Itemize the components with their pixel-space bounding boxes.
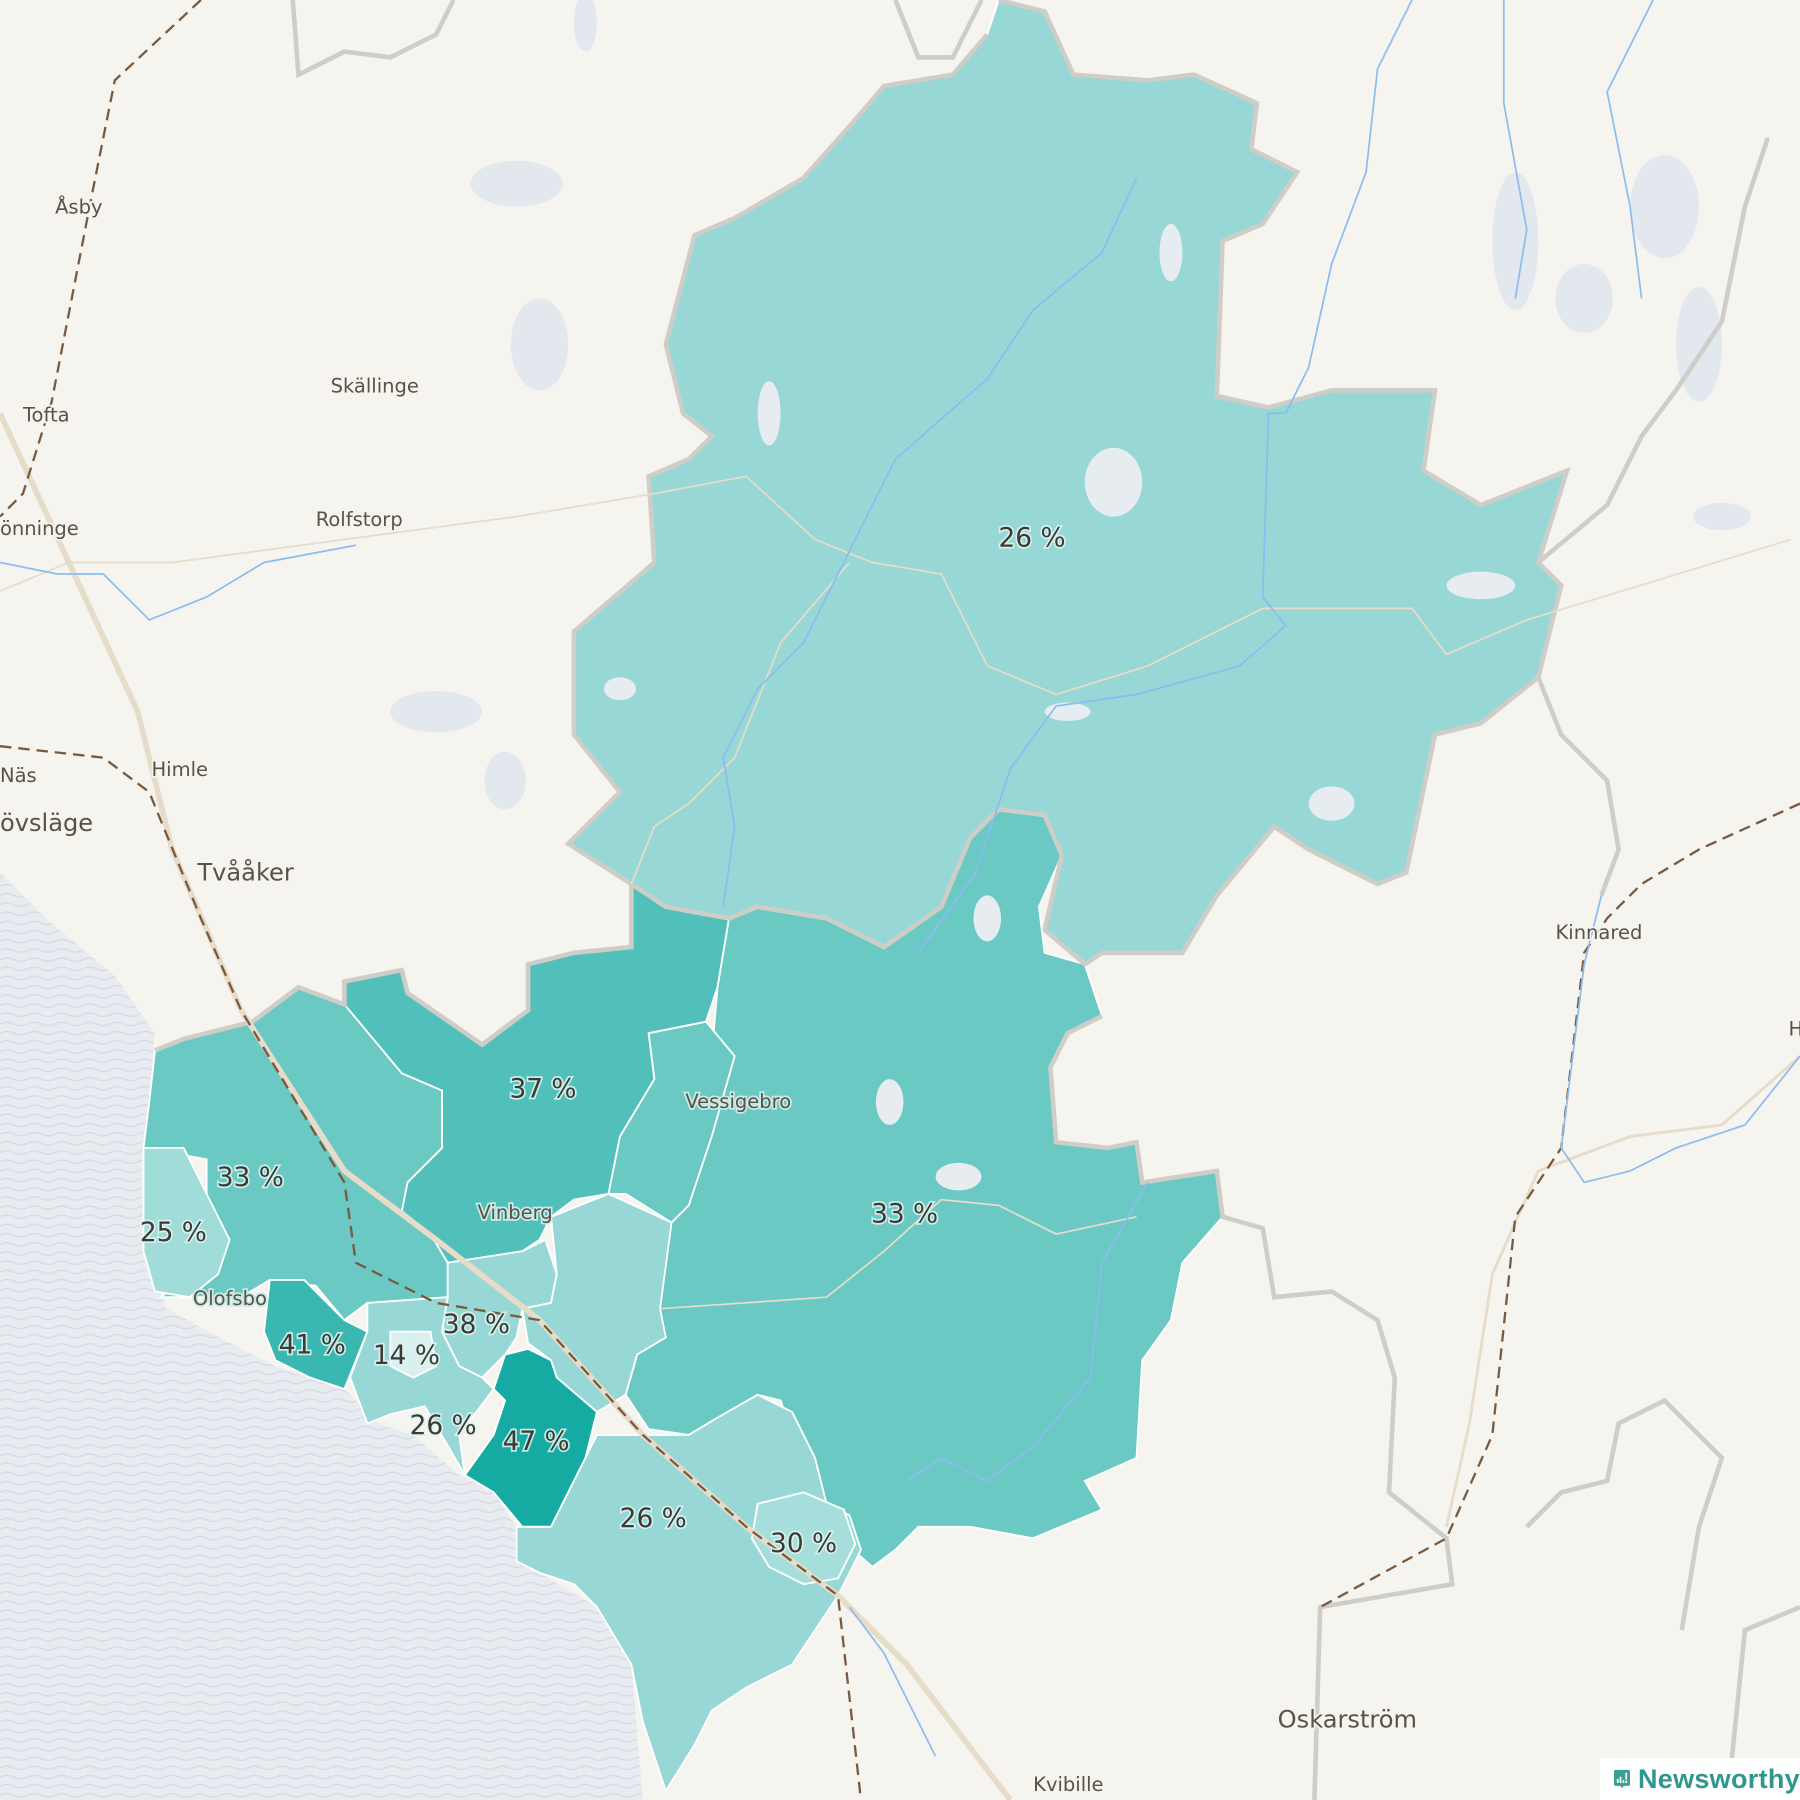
place-label: Himle [152, 758, 209, 781]
place-label: H [1789, 1017, 1800, 1040]
road [0, 492, 655, 592]
place-label: Skällinge [331, 375, 419, 398]
border-line [1048, 1013, 1455, 1800]
region-south-west[interactable] [349, 1296, 495, 1476]
brand-name: Newsworthy [1637, 1763, 1800, 1794]
lake [757, 381, 781, 446]
region-value-label: 14 % [373, 1340, 440, 1371]
border-line [290, 0, 456, 79]
river [1502, 0, 1528, 299]
place-label: Näs [0, 764, 37, 787]
lake [484, 751, 526, 810]
labels-layer: 26 % 33 % 37 % 33 % 25 % 41 % 38 % 26 % 14 % 47 %… [0, 194, 1800, 1798]
region-value-label: 38 % [443, 1309, 510, 1340]
river [917, 0, 1413, 954]
lake [1446, 571, 1516, 600]
sea [0, 872, 643, 1800]
lake [1308, 786, 1355, 821]
border-line [1536, 676, 1621, 897]
railway [0, 745, 863, 1800]
river [722, 177, 1138, 908]
lake [470, 160, 563, 207]
region-value-label: 25 % [140, 1217, 207, 1248]
lake [573, 0, 597, 52]
region-value-label: 33 % [217, 1162, 284, 1193]
place-label: Kvibille [1033, 1773, 1103, 1796]
road [660, 1198, 1137, 1310]
lake [1159, 223, 1183, 282]
municipality-border [564, 0, 1571, 968]
region-value-label: 41 % [279, 1329, 346, 1360]
place-label: Tofta [22, 403, 70, 426]
railway [0, 0, 202, 518]
place-label: övsläge [0, 809, 93, 837]
regions-layer [142, 0, 1569, 1793]
road [654, 475, 1792, 696]
border-line [893, 0, 984, 60]
region-value-label: 37 % [509, 1073, 576, 1104]
border-line [1525, 1397, 1725, 1631]
place-label: Vessigebro [685, 1090, 791, 1113]
region-town[interactable] [389, 1330, 438, 1379]
bar-chart-speech-bubble-icon [1614, 1769, 1630, 1789]
region-value-label: 30 % [770, 1528, 837, 1559]
river [1560, 895, 1800, 1184]
river [848, 1606, 937, 1757]
place-label: Rolfstorp [316, 508, 403, 531]
region-value-label: 33 % [871, 1199, 938, 1230]
brand-logo[interactable]: Newsworthy [1600, 1758, 1800, 1800]
place-label: Tvååker [196, 857, 293, 886]
lake [935, 1162, 982, 1191]
place-label: Oskarström [1278, 1706, 1417, 1734]
place-label: önninge [0, 517, 79, 540]
road [630, 561, 851, 885]
border-line [1725, 1605, 1800, 1800]
lake [510, 298, 569, 391]
lake [1492, 172, 1539, 310]
region-value-label: 26 % [410, 1410, 477, 1441]
place-label: Olofsbo [193, 1287, 267, 1310]
border-line [1536, 137, 1771, 565]
region-olofsbo[interactable] [263, 1279, 369, 1391]
lake [603, 677, 636, 701]
lake [875, 1079, 904, 1125]
lake [1676, 286, 1722, 402]
road [0, 412, 1013, 1800]
lake [1084, 447, 1143, 517]
lake [1630, 154, 1699, 259]
lake [1555, 264, 1613, 333]
river [1606, 0, 1654, 299]
region-falkenberg[interactable] [750, 1491, 857, 1586]
border-line [154, 883, 634, 1053]
region-value-label: 26 % [998, 522, 1065, 553]
lake [390, 691, 483, 733]
place-label: Vinberg [478, 1201, 553, 1224]
region-value-label: 26 % [620, 1503, 687, 1534]
place-label: Åsby [55, 196, 102, 219]
river [906, 1181, 1149, 1482]
river [0, 544, 357, 621]
place-label: Kinnared [1555, 921, 1642, 944]
lake [973, 895, 1002, 942]
region-coast[interactable] [142, 1147, 231, 1299]
lakes [390, 0, 1751, 810]
region-value-label: 47 % [503, 1426, 570, 1457]
road [1445, 1055, 1800, 1528]
lake [1693, 502, 1751, 531]
